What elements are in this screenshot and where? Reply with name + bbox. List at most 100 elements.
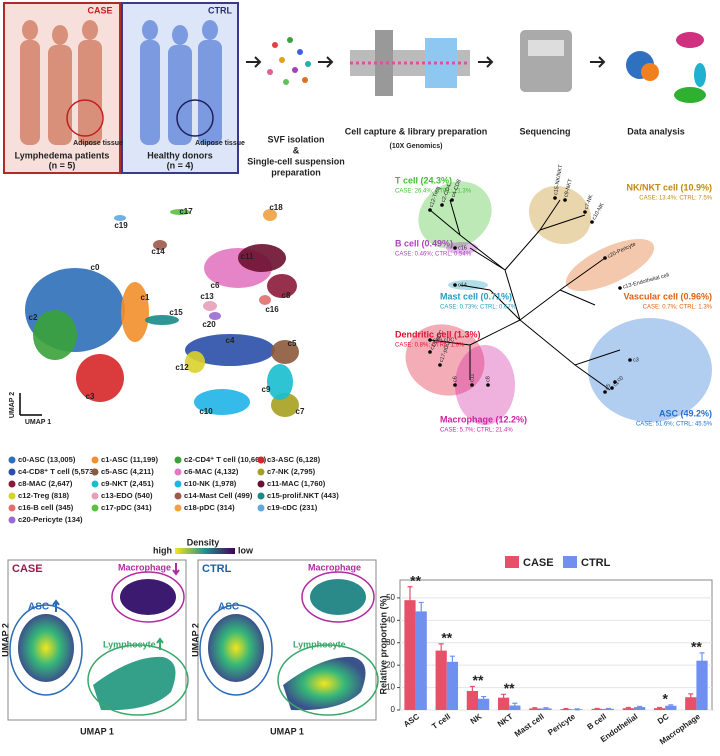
leaf-label: c11 — [469, 374, 475, 382]
umap-cluster — [194, 389, 250, 415]
leaf-label: c3 — [633, 357, 639, 363]
legend-label: c11-MAC (1,760) — [267, 479, 326, 488]
y-tick-label: 20 — [386, 660, 395, 669]
legend-label: CASE — [523, 557, 554, 569]
leaf-label: c9-NKT — [563, 178, 574, 198]
lym-label: Lymphocyte — [103, 639, 156, 649]
tree-group — [418, 181, 492, 249]
tissue-label: Adipose tissue — [195, 140, 245, 147]
x-tick-label: NK — [469, 712, 484, 726]
significance: * — [662, 691, 668, 707]
umap-cluster — [145, 315, 179, 325]
mac-label: Macrophage — [118, 562, 171, 572]
error-bar — [418, 601, 424, 621]
legend-label: c20-Pericyte (134) — [18, 515, 83, 524]
tree-leaf — [428, 208, 432, 212]
group-stats: CASE: 0.7%; CTRL: 1.3% — [643, 305, 713, 311]
group-stats: CASE: 0.8%; CTRL: 1.9% — [395, 343, 465, 349]
colorbar-low: low — [238, 545, 254, 555]
lym-ring — [87, 644, 189, 716]
ctrl-label: CTRL — [208, 5, 232, 15]
error-bar — [637, 705, 643, 709]
axis-label: UMAP 1 — [270, 726, 304, 736]
error-bar — [512, 702, 518, 709]
umap-cluster — [121, 282, 149, 342]
group-label: Healthy donors — [147, 150, 213, 160]
legend-label: c18-pDC (314) — [184, 503, 235, 512]
density-lym — [93, 656, 176, 711]
legend-dot — [8, 492, 16, 500]
tree-group — [405, 324, 485, 396]
asc-label: ASC — [28, 602, 49, 613]
group-name: Macrophage (12.2%) — [440, 414, 527, 424]
asc-ring — [9, 604, 83, 696]
tree-group — [455, 345, 515, 425]
legend-dot — [91, 504, 99, 512]
legend-dot — [257, 480, 265, 488]
umap-cluster — [267, 364, 293, 400]
svf-dots — [267, 37, 311, 85]
error-bar — [657, 706, 663, 710]
error-bar — [481, 695, 487, 702]
axis-label: UMAP 2 — [190, 623, 200, 657]
significance: ** — [473, 672, 484, 688]
y-axis-label: Relative proportion (%) — [378, 595, 388, 694]
cluster-label: c9 — [262, 385, 271, 394]
x-tick-label: T cell — [430, 712, 452, 731]
cluster-label: c16 — [265, 305, 279, 314]
x-tick-label: Pericyte — [546, 712, 577, 738]
leaf-label: c19-cDC — [433, 337, 454, 343]
mac-ring — [111, 571, 185, 623]
colorbar — [175, 548, 235, 554]
umap-cluster — [271, 340, 299, 364]
step-label: SVF isolation — [267, 134, 324, 144]
bar — [478, 698, 490, 710]
error-bar — [574, 708, 580, 711]
legend-dot — [257, 456, 265, 464]
cluster-label: c10 — [199, 407, 213, 416]
legend-label: c8-MAC (2,647) — [18, 479, 73, 488]
cluster-label: c20 — [202, 320, 216, 329]
tree-leaf — [553, 196, 557, 200]
legend-label: c9-NKT (2,451) — [101, 479, 154, 488]
tree-leaf — [618, 286, 622, 290]
panel-title: CTRL — [202, 563, 232, 575]
group-n: (n = 5) — [49, 160, 76, 170]
density-lym — [283, 656, 366, 711]
legend-label: c7-NK (2,795) — [267, 467, 316, 476]
group-stats: CASE: 51.6%; CTRL: 45.5% — [636, 422, 713, 428]
leaf-label: c15-NK/NKT — [553, 164, 564, 196]
group-label: Lymphedema patients — [15, 150, 110, 160]
error-bar — [625, 706, 631, 710]
error-bar — [501, 693, 507, 702]
legend-dot — [8, 504, 16, 512]
flow-arrows — [246, 56, 606, 68]
tree-leaf — [583, 210, 587, 214]
step-label: preparation — [271, 167, 321, 177]
up-arrow — [156, 637, 164, 650]
tree-group — [446, 242, 478, 254]
tree-leaf — [603, 390, 607, 394]
legend-dot — [257, 468, 265, 476]
umap-cluster — [153, 240, 167, 250]
bar — [497, 697, 510, 710]
legend-dot — [8, 516, 16, 524]
legend-swatch — [563, 556, 577, 568]
density-mac — [310, 579, 366, 615]
group-name: T cell (24.3%) — [395, 175, 452, 185]
leaf-label: c1 — [612, 380, 620, 388]
case-people — [20, 20, 102, 145]
tree-group — [528, 185, 592, 245]
cluster-label: c7 — [296, 407, 305, 416]
lym-label: Lymphocyte — [293, 639, 346, 649]
cluster-label: c14 — [151, 247, 165, 256]
cluster-label: c13 — [200, 292, 214, 301]
leaf-label: c10-NK — [591, 202, 606, 221]
legend-label: c5-ASC (4,211) — [101, 467, 154, 476]
asc-ring — [199, 604, 273, 696]
group-name: Vascular cell (0.96%) — [623, 291, 712, 301]
x-tick-label: Mast cell — [513, 712, 546, 739]
tree-leaf — [628, 358, 632, 362]
tree-leaf — [438, 363, 442, 367]
